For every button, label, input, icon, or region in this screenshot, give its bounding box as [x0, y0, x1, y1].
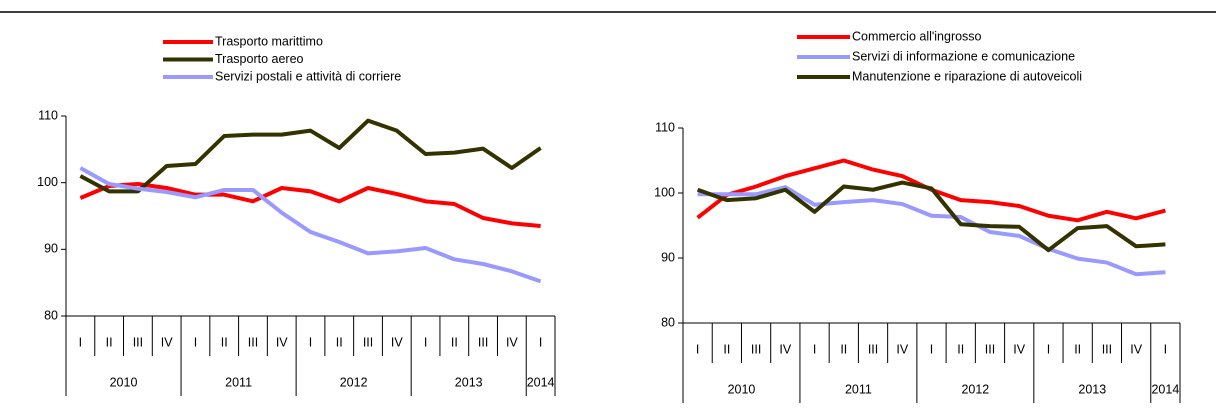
x-tick-label: II — [1074, 342, 1081, 356]
year-label: 2012 — [340, 375, 368, 389]
year-label: 2014 — [1151, 382, 1179, 396]
year-label: 2010 — [728, 382, 756, 396]
legend-label: Servizi di informazione e comunicazione — [852, 49, 1075, 63]
x-tick-label: I — [930, 342, 933, 356]
year-label: 2014 — [527, 375, 555, 389]
x-tick-label: III — [478, 335, 488, 349]
legend-label: Trasporto aereo — [215, 52, 304, 66]
x-tick-label: II — [451, 335, 458, 349]
x-tick-label: I — [539, 335, 542, 349]
year-label: 2013 — [1078, 382, 1106, 396]
x-tick-label: I — [309, 335, 312, 349]
x-tick-label: I — [696, 342, 699, 356]
x-tick-label: IV — [391, 335, 403, 349]
series-line — [79, 182, 541, 228]
x-tick-label: III — [133, 335, 143, 349]
year-label: 2010 — [110, 375, 138, 389]
legend-label: Commercio all'ingrosso — [852, 29, 982, 43]
legend-label: Manutenzione e riparazione di autoveicol… — [852, 69, 1082, 83]
series-line — [79, 166, 542, 284]
x-tick-label: II — [221, 335, 228, 349]
x-tick-label: III — [363, 335, 373, 349]
x-tick-label: III — [248, 335, 258, 349]
x-tick-label: II — [106, 335, 113, 349]
x-tick-label: I — [1047, 342, 1050, 356]
x-tick-label: IV — [506, 335, 518, 349]
x-tick-label: IV — [1130, 342, 1142, 356]
legend-label: Servizi postali e attività di corriere — [215, 69, 401, 83]
x-tick-label: II — [336, 335, 343, 349]
x-tick-label: IV — [1013, 342, 1025, 356]
x-tick-label: I — [79, 335, 82, 349]
x-tick-label: II — [723, 342, 730, 356]
series-line — [696, 180, 1166, 253]
y-tick-label: 100 — [654, 185, 675, 199]
x-tick-label: IV — [161, 335, 173, 349]
x-tick-label: IV — [896, 342, 908, 356]
y-tick-label: 110 — [655, 120, 675, 134]
series-line — [697, 185, 1166, 277]
x-tick-label: I — [1164, 342, 1167, 356]
x-tick-label: III — [751, 342, 761, 356]
x-tick-label: IV — [276, 335, 288, 349]
year-label: 2011 — [845, 382, 872, 396]
y-tick-label: 90 — [661, 250, 675, 264]
x-tick-label: II — [840, 342, 847, 356]
x-tick-label: II — [957, 342, 964, 356]
x-tick-label: I — [424, 335, 427, 349]
x-tick-label: IV — [779, 342, 791, 356]
year-label: 2011 — [225, 375, 252, 389]
y-tick-label: 80 — [661, 315, 675, 329]
legend-label: Trasporto marittimo — [215, 34, 323, 48]
series-line — [79, 118, 542, 194]
x-tick-label: III — [1102, 342, 1112, 356]
y-tick-label: 100 — [37, 175, 58, 189]
x-tick-label: I — [194, 335, 197, 349]
y-tick-label: 80 — [44, 308, 58, 322]
year-label: 2013 — [455, 375, 483, 389]
y-tick-label: 90 — [44, 242, 58, 256]
x-tick-label: III — [985, 342, 995, 356]
x-tick-label: III — [868, 342, 878, 356]
x-tick-label: I — [813, 342, 816, 356]
year-label: 2012 — [961, 382, 989, 396]
y-tick-label: 110 — [38, 108, 58, 122]
